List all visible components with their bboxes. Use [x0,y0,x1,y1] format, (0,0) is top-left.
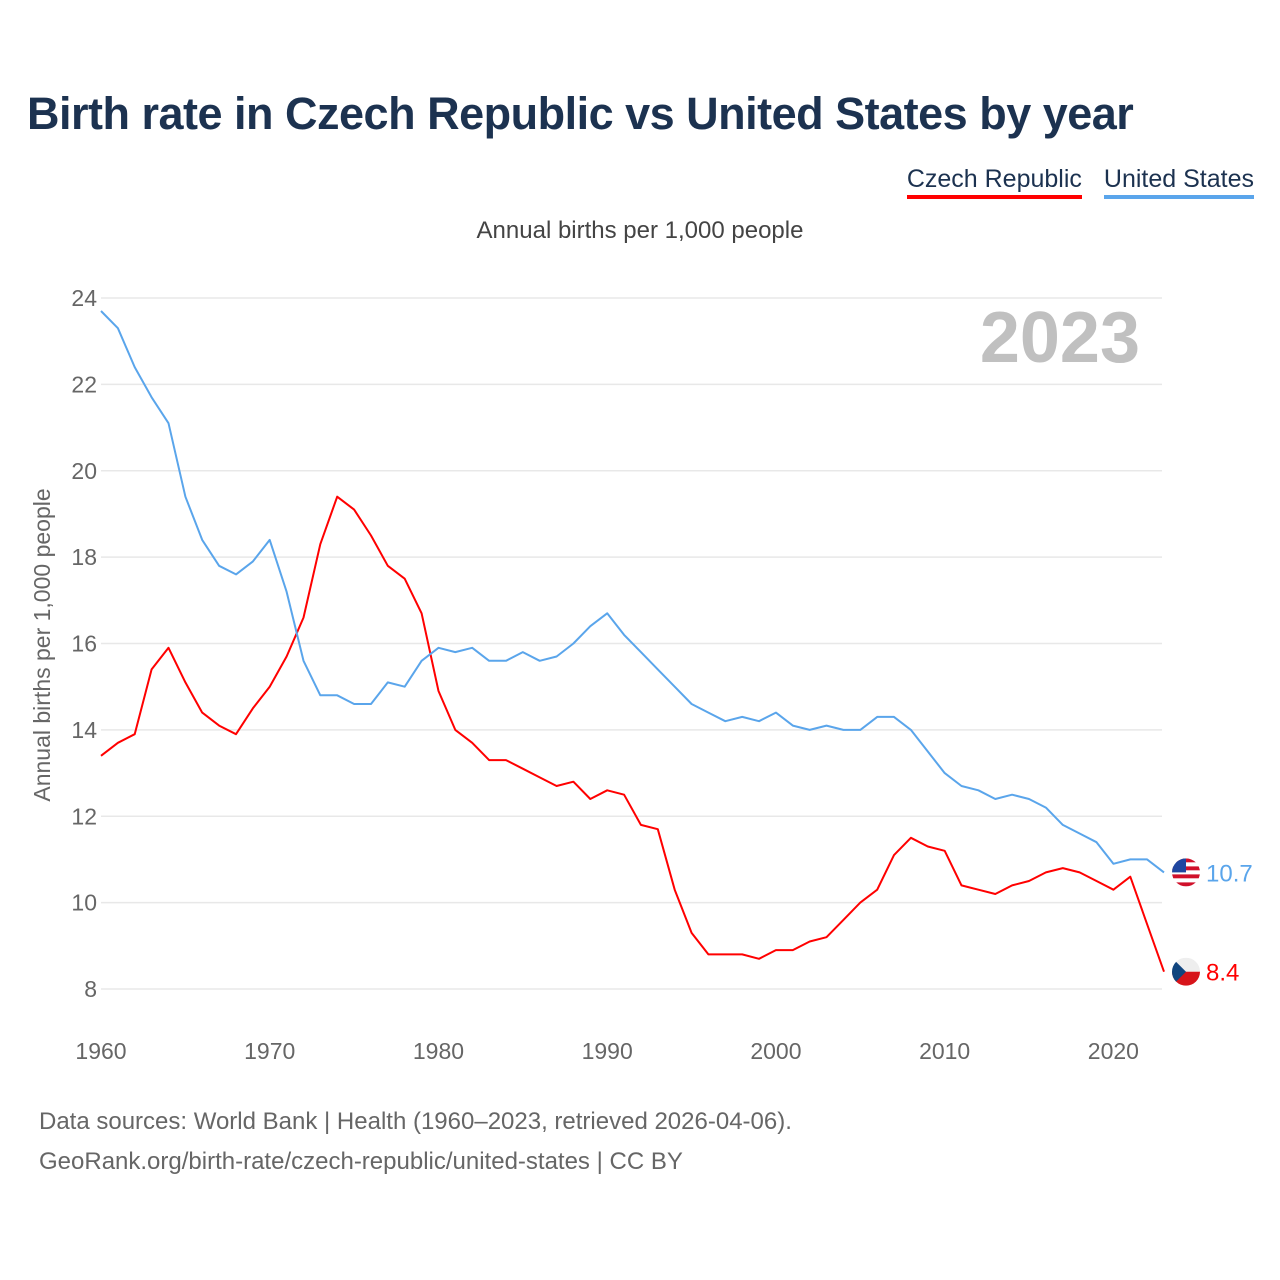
legend-item-united-states[interactable]: United States [1103,165,1254,199]
line-chart: 8 10 12 14 16 18 20 22 24 1960 1970 1980 1990 2000 201… [29,285,1253,1064]
y-tick-label: 12 [71,803,97,829]
czech-flag-icon [1172,957,1200,986]
x-tick-label: 2010 [919,1038,970,1064]
x-tick-label: 1980 [413,1038,464,1064]
x-tick-label: 1990 [582,1038,633,1064]
legend: Czech Republic United States [906,165,1254,199]
y-tick-label: 16 [71,631,97,657]
source-line-1: Data sources: World Bank | Health (1960–… [39,1108,792,1135]
y-tick-label: 22 [71,371,97,397]
series-line-united-states [100,310,1165,874]
y-tick-label: 20 [71,458,97,484]
series-line-czech-republic [100,495,1165,973]
us-flag-icon [1172,858,1200,887]
year-watermark: 2023 [980,298,1140,378]
x-tick-label: 2000 [750,1038,801,1064]
y-axis-label: Annual births per 1,000 people [29,488,55,801]
chart-subtitle: Annual births per 1,000 people [476,217,804,244]
y-tick-label: 10 [71,890,97,916]
source-line-2[interactable]: GeoRank.org/birth-rate/czech-republic/un… [39,1148,683,1175]
legend-item-czech-republic[interactable]: Czech Republic [906,165,1082,199]
y-tick-label: 14 [71,717,97,743]
x-tick-label: 1960 [75,1038,126,1064]
y-tick-label: 8 [84,976,97,1002]
end-value-label: 8.4 [1206,960,1239,987]
end-value-label: 10.7 [1206,860,1253,887]
y-tick-label: 24 [71,285,97,311]
x-tick-label: 1970 [244,1038,295,1064]
x-tick-label: 2020 [1088,1038,1139,1064]
chart-title: Birth rate in Czech Republic vs United S… [27,88,1134,139]
y-tick-label: 18 [71,544,97,570]
